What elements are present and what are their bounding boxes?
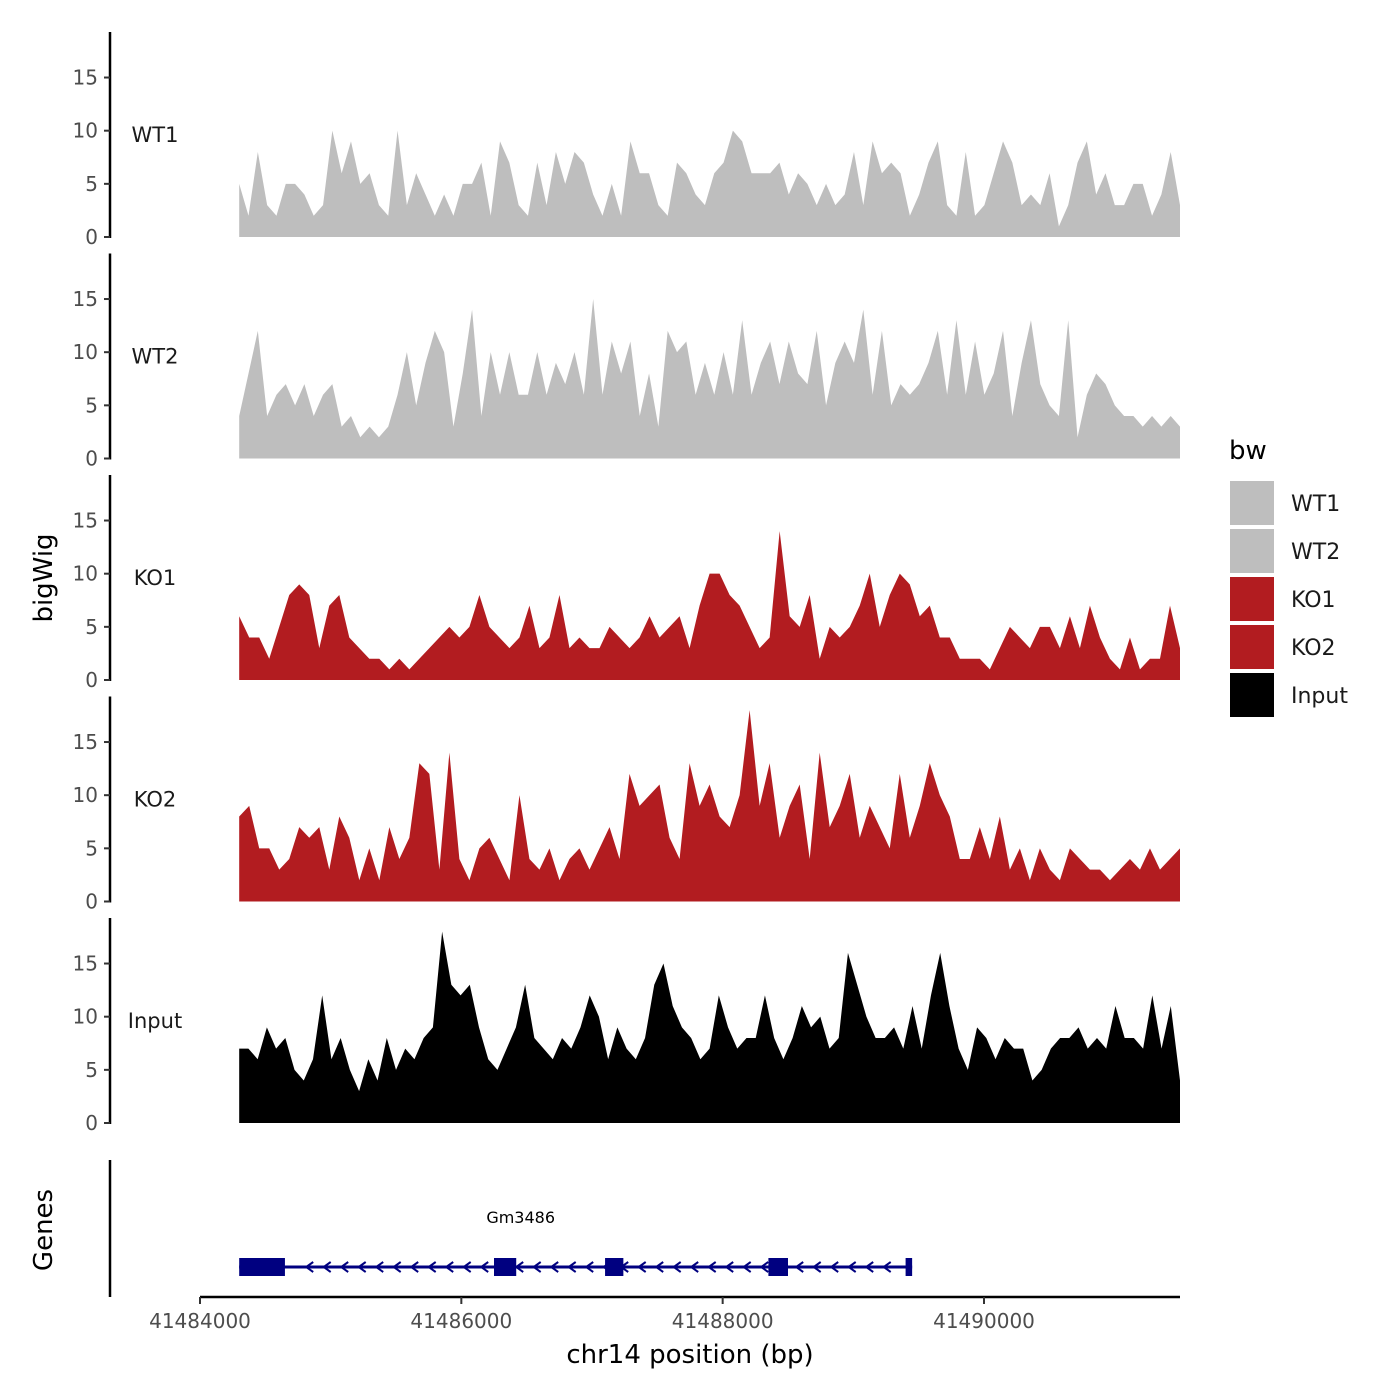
track-wt1: 0 5 10 15 WT1 bbox=[73, 32, 1180, 249]
track-label-ko2: KO2 bbox=[134, 788, 177, 812]
strand-arrow bbox=[356, 1261, 367, 1273]
strand-arrow bbox=[339, 1261, 349, 1273]
track-input: 0 5 10 15 Input bbox=[73, 918, 1180, 1135]
strand-arrow bbox=[321, 1261, 332, 1273]
y-tick-label: 10 bbox=[73, 340, 98, 364]
strand-arrow bbox=[706, 1261, 717, 1273]
strand-arrow bbox=[724, 1261, 734, 1273]
legend-swatch-ko1 bbox=[1228, 575, 1276, 623]
track-ko1: 0 5 10 15 KO1 bbox=[73, 475, 1180, 692]
strand-arrow bbox=[479, 1261, 489, 1273]
x-axis: 41484000 41486000 41488000 41490000 bbox=[149, 1295, 1180, 1333]
y-tick-label: 0 bbox=[85, 668, 98, 692]
track-label-wt2: WT2 bbox=[132, 345, 179, 369]
legend: bw WT1 WT2 KO1 KO2 Input bbox=[1228, 436, 1348, 719]
y-tick-label: 15 bbox=[73, 66, 98, 90]
strand-arrow bbox=[881, 1261, 892, 1273]
tracks-layer: 0 5 10 15 WT1 0 5 10 15 WT2 0 5 10 15 KO1 0 5 10 15 KO2 0 5 10… bbox=[73, 32, 1180, 1135]
strand-arrow bbox=[444, 1261, 454, 1273]
legend-swatch-input bbox=[1228, 671, 1276, 719]
y-tick-label: 15 bbox=[73, 287, 98, 311]
y-tick-label: 0 bbox=[85, 890, 98, 914]
strand-arrow bbox=[584, 1261, 594, 1273]
strand-arrow bbox=[636, 1261, 647, 1273]
y-tick-label: 10 bbox=[73, 783, 98, 807]
y-tick-label: 10 bbox=[73, 119, 98, 143]
strand-arrow bbox=[549, 1261, 559, 1273]
y-tick-label: 15 bbox=[73, 952, 98, 976]
y-tick-label: 5 bbox=[85, 1058, 98, 1082]
strand-arrow bbox=[461, 1261, 472, 1273]
track-label-wt1: WT1 bbox=[132, 123, 179, 147]
area-ko2 bbox=[239, 710, 1180, 902]
area-wt1 bbox=[239, 130, 1180, 237]
strand-arrow bbox=[409, 1261, 419, 1273]
x-tick-label: 41490000 bbox=[933, 1309, 1035, 1333]
y-tick-label: 0 bbox=[85, 225, 98, 249]
strand-arrow bbox=[811, 1261, 822, 1273]
legend-title: bw bbox=[1229, 436, 1267, 466]
legend-label-input: Input bbox=[1291, 684, 1348, 709]
strand-arrow bbox=[654, 1261, 664, 1273]
strand-arrow bbox=[531, 1261, 542, 1273]
strand-arrow bbox=[426, 1261, 437, 1273]
strand-arrow bbox=[391, 1261, 402, 1273]
strand-arrow bbox=[689, 1261, 699, 1273]
exon bbox=[905, 1258, 913, 1276]
exon bbox=[494, 1258, 517, 1276]
strand-arrow bbox=[374, 1261, 384, 1273]
legend-label-wt1: WT1 bbox=[1291, 492, 1340, 517]
x-tick-label: 41484000 bbox=[149, 1309, 251, 1333]
track-label-ko1: KO1 bbox=[134, 566, 177, 590]
y-tick-label: 10 bbox=[73, 562, 98, 586]
track-ko2: 0 5 10 15 KO2 bbox=[73, 696, 1180, 914]
strand-arrow bbox=[864, 1261, 874, 1273]
strand-arrow bbox=[566, 1261, 577, 1273]
y-tick-label: 5 bbox=[85, 615, 98, 639]
strand-arrow bbox=[671, 1261, 682, 1273]
exon bbox=[768, 1258, 788, 1276]
y-tick-label: 15 bbox=[73, 509, 98, 533]
y-tick-label: 5 bbox=[85, 393, 98, 417]
y-axis-title: bigWig bbox=[29, 533, 59, 622]
x-axis-title: chr14 position (bp) bbox=[566, 1340, 813, 1370]
y-tick-label: 0 bbox=[85, 447, 98, 471]
legend-swatch-ko2 bbox=[1228, 623, 1276, 671]
genes-axis-title: Genes bbox=[29, 1189, 59, 1271]
legend-label-wt2: WT2 bbox=[1291, 540, 1340, 565]
strand-arrow bbox=[304, 1261, 314, 1273]
strand-arrow bbox=[741, 1261, 752, 1273]
x-tick-label: 41488000 bbox=[672, 1309, 774, 1333]
y-tick-label: 5 bbox=[85, 172, 98, 196]
genes-panel: Gm3486 bbox=[108, 1160, 913, 1297]
y-tick-label: 5 bbox=[85, 836, 98, 860]
track-wt2: 0 5 10 15 WT2 bbox=[73, 253, 1180, 471]
strand-arrow bbox=[846, 1261, 857, 1273]
legend-label-ko1: KO1 bbox=[1291, 588, 1336, 613]
area-ko1 bbox=[239, 531, 1180, 680]
x-tick-label: 41486000 bbox=[410, 1309, 512, 1333]
legend-swatch-wt2 bbox=[1228, 527, 1276, 575]
exon bbox=[239, 1258, 285, 1276]
area-wt2 bbox=[239, 299, 1180, 459]
legend-swatch-wt1 bbox=[1228, 479, 1276, 527]
y-tick-label: 10 bbox=[73, 1005, 98, 1029]
exon bbox=[605, 1258, 624, 1276]
strand-arrow bbox=[794, 1261, 804, 1273]
y-tick-label: 15 bbox=[73, 730, 98, 754]
y-tick-label: 0 bbox=[85, 1111, 98, 1135]
area-input bbox=[239, 931, 1180, 1123]
strand-arrow bbox=[829, 1261, 839, 1273]
legend-label-ko2: KO2 bbox=[1291, 636, 1336, 661]
track-label-input: Input bbox=[128, 1009, 182, 1033]
strand-arrow bbox=[759, 1261, 769, 1273]
gene-name: Gm3486 bbox=[486, 1208, 555, 1227]
